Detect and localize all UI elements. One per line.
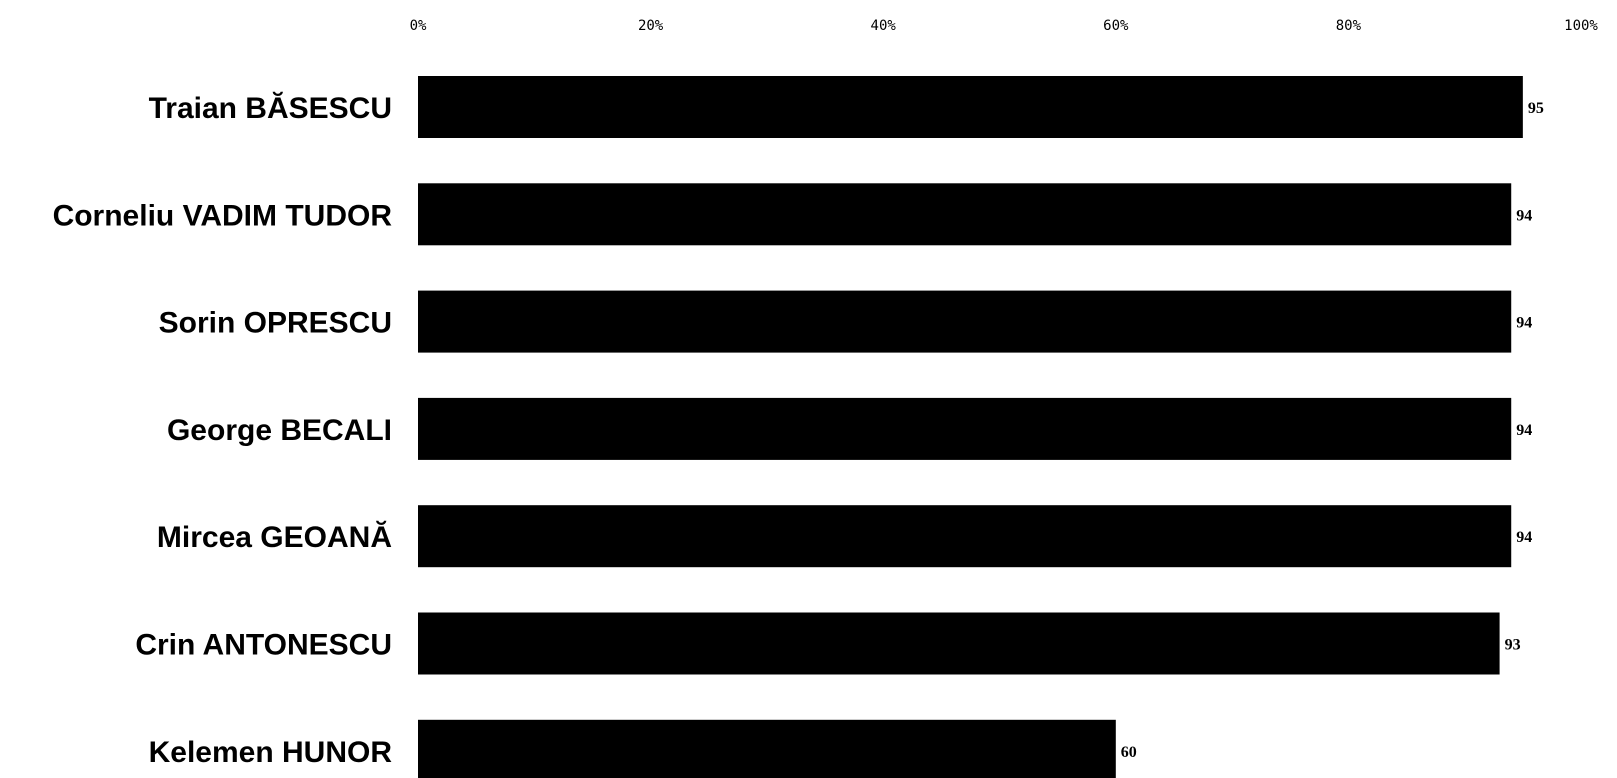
category-labels: Traian BĂSESCU Corneliu VADIM TUDOR Sorin …	[53, 91, 393, 769]
data-label: 94	[1516, 315, 1532, 332]
category-label: George BECALI	[167, 414, 392, 447]
category-label: Traian BĂSESCU	[149, 91, 392, 125]
x-tick-label: 0%	[410, 18, 427, 34]
x-axis-ticks: 0% 20% 40% 60% 80% 100%	[410, 18, 1599, 34]
data-label: 95	[1528, 100, 1544, 117]
bar	[418, 290, 1512, 353]
category-label: Sorin OPRESCU	[159, 307, 392, 340]
x-tick-label: 100%	[1564, 18, 1598, 34]
bar	[418, 612, 1500, 675]
category-label: Kelemen HUNOR	[149, 736, 393, 769]
data-label: 94	[1516, 207, 1532, 224]
x-tick-label: 60%	[1103, 18, 1129, 34]
bar	[418, 76, 1523, 138]
x-tick-label: 40%	[871, 18, 897, 34]
x-tick-label: 20%	[638, 18, 664, 34]
data-label: 94	[1516, 422, 1532, 439]
data-label: 93	[1505, 637, 1521, 654]
data-label: 94	[1516, 529, 1532, 546]
category-label: Corneliu VADIM TUDOR	[53, 199, 393, 232]
bar	[418, 505, 1512, 568]
bars	[418, 76, 1523, 778]
value-labels: 95 94 94 94 94 93 60	[1121, 100, 1544, 761]
category-label: Mircea GEOANĂ	[157, 520, 392, 554]
category-label: Crin ANTONESCU	[135, 629, 392, 662]
x-tick-label: 80%	[1336, 18, 1362, 34]
bar	[418, 183, 1512, 246]
data-label: 60	[1121, 744, 1137, 761]
bar	[418, 719, 1116, 778]
bar	[418, 397, 1512, 460]
